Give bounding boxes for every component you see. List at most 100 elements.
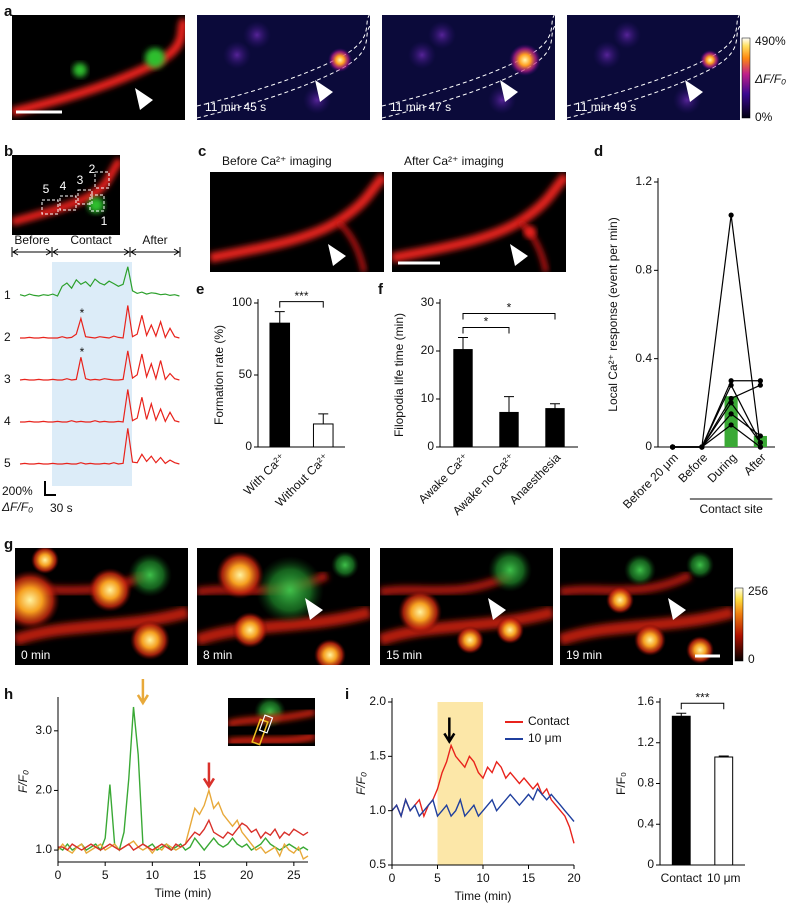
y-tick-label: 1.0 xyxy=(369,803,386,817)
y-axis-label: Local Ca²⁺ response (event per min) xyxy=(606,217,620,411)
micrograph: 11 min 47 s xyxy=(382,15,555,120)
trace xyxy=(19,428,180,465)
x-tick-label: 10 xyxy=(476,871,490,885)
x-tick-label: Before xyxy=(675,450,710,485)
roi-label: 3 xyxy=(77,173,84,187)
phase-label: After xyxy=(142,233,167,247)
trace-label: 2 xyxy=(4,330,11,344)
time-label: 15 min xyxy=(386,648,422,662)
bar xyxy=(269,322,291,448)
dendrite xyxy=(518,220,549,272)
hot-spot xyxy=(496,616,524,644)
significance-label: *** xyxy=(294,289,308,303)
hot-spot xyxy=(15,570,60,630)
trace xyxy=(20,389,180,423)
hot-spot xyxy=(232,612,268,648)
x-tick-label: 20 xyxy=(240,868,254,882)
significance-bracket xyxy=(279,301,324,308)
calcium-signal xyxy=(328,48,352,72)
roi-box xyxy=(41,199,59,215)
roi-box xyxy=(258,714,274,734)
trace-label: 1 xyxy=(4,288,11,302)
scale-label: 200% xyxy=(2,484,33,498)
y-tick-label: 0.5 xyxy=(369,857,386,871)
glia-signal xyxy=(686,551,714,579)
y-axis-label: F/F₀ xyxy=(614,772,628,795)
glia-signal xyxy=(488,548,532,592)
image-title: After Ca²⁺ imaging xyxy=(404,154,504,168)
trace-label: 4 xyxy=(4,414,11,428)
trace-label: 3 xyxy=(4,372,11,386)
error-bar xyxy=(458,337,468,350)
bar xyxy=(453,349,473,448)
dendrite xyxy=(392,172,566,263)
arrowhead xyxy=(135,88,153,110)
calcium-signal xyxy=(700,50,720,70)
hot-spot xyxy=(130,620,170,660)
annotation-arrow xyxy=(202,762,216,789)
cell-point xyxy=(757,382,763,388)
y-tick-label: 1.2 xyxy=(637,735,654,749)
trace xyxy=(19,350,180,381)
hot-spot xyxy=(456,626,484,654)
colorbar xyxy=(734,587,744,662)
colorbar-max: 256 xyxy=(748,584,768,598)
time-label: 11 min 49 s xyxy=(575,100,636,114)
y-tick-label: 0 xyxy=(427,439,434,453)
roi-label: 4 xyxy=(60,179,67,193)
x-tick-label: 15 xyxy=(522,871,536,885)
bar xyxy=(545,408,565,448)
dendrite xyxy=(210,172,384,263)
y-tick-label: 3.0 xyxy=(35,723,52,737)
cell-point xyxy=(728,378,734,384)
roi-box xyxy=(94,171,110,189)
y-tick-label: 1.2 xyxy=(635,174,652,188)
y-axis-label: Formation rate (%) xyxy=(212,325,226,425)
dendrite xyxy=(12,157,120,226)
x-tick-label: 15 xyxy=(193,868,207,882)
y-tick-label: 30 xyxy=(421,295,435,309)
scale-bar xyxy=(44,481,56,496)
x-tick-label: 0 xyxy=(55,868,62,882)
x-tick-label: After xyxy=(741,450,769,478)
colorbar-title: ΔF/F₀ xyxy=(754,72,786,86)
calcium-signal xyxy=(509,44,541,76)
cell-point xyxy=(728,400,734,406)
line-series xyxy=(58,818,309,852)
y-axis-label: F/F₀ xyxy=(354,772,368,795)
roi-box xyxy=(251,718,269,746)
bar xyxy=(671,715,691,866)
phase-arrow xyxy=(130,248,180,256)
x-tick-label: 5 xyxy=(434,871,441,885)
glia-signal xyxy=(256,556,324,624)
glia-signal xyxy=(128,553,172,597)
phase-label: Before xyxy=(14,233,50,247)
time-label: 11 min 47 s xyxy=(390,100,451,114)
y-tick-label: 0.4 xyxy=(637,816,654,830)
roi-label: 1 xyxy=(101,214,108,228)
arrowhead xyxy=(328,244,346,266)
panel-label: b xyxy=(4,143,13,160)
phase-arrow xyxy=(12,248,52,256)
cell-point xyxy=(728,395,734,402)
legend-label: Contact xyxy=(528,714,570,728)
y-tick-label: 0.8 xyxy=(637,776,654,790)
bar xyxy=(724,396,738,447)
y-tick-label: 20 xyxy=(421,343,435,357)
hot-spot xyxy=(216,551,264,599)
hot-spot xyxy=(634,624,666,656)
hot-spot xyxy=(314,639,346,665)
panel-label: f xyxy=(378,281,384,298)
bar xyxy=(499,411,519,448)
significance-bracket xyxy=(462,313,556,320)
arrowhead xyxy=(685,80,703,102)
error-bar xyxy=(718,755,729,758)
trace-label: 5 xyxy=(4,456,11,470)
dendrite xyxy=(228,732,315,746)
cell-line xyxy=(672,424,761,448)
panel-label: i xyxy=(345,686,349,703)
roi-label: 2 xyxy=(89,162,96,176)
y-tick-label: 2.0 xyxy=(369,694,386,708)
panel-label: a xyxy=(4,3,13,20)
